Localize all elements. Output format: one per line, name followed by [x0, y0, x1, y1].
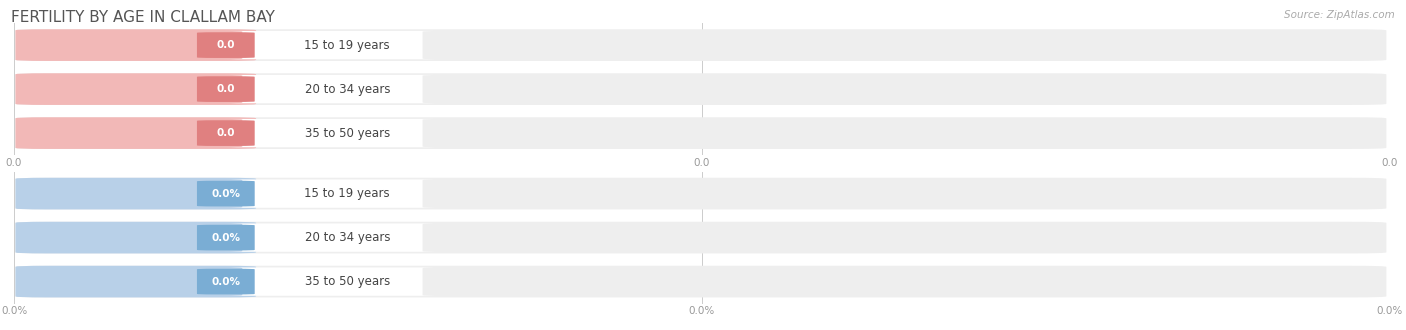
FancyBboxPatch shape [197, 32, 254, 58]
FancyBboxPatch shape [15, 178, 1386, 210]
FancyBboxPatch shape [197, 269, 254, 294]
FancyBboxPatch shape [222, 75, 443, 103]
FancyBboxPatch shape [15, 29, 1386, 61]
FancyBboxPatch shape [15, 266, 1386, 297]
FancyBboxPatch shape [197, 120, 254, 146]
FancyBboxPatch shape [222, 31, 443, 59]
Text: 0.0: 0.0 [217, 40, 235, 50]
Text: 0.0%: 0.0% [211, 277, 240, 286]
FancyBboxPatch shape [15, 222, 1386, 253]
FancyBboxPatch shape [15, 73, 1386, 105]
FancyBboxPatch shape [197, 181, 254, 207]
FancyBboxPatch shape [197, 225, 254, 250]
Text: 0.0%: 0.0% [211, 233, 240, 243]
FancyBboxPatch shape [15, 73, 256, 105]
FancyBboxPatch shape [197, 76, 254, 102]
FancyBboxPatch shape [222, 223, 443, 252]
Text: 35 to 50 years: 35 to 50 years [305, 127, 389, 140]
Text: 0.0: 0.0 [217, 84, 235, 94]
FancyBboxPatch shape [15, 222, 256, 253]
Text: 0.0%: 0.0% [211, 189, 240, 199]
Text: 20 to 34 years: 20 to 34 years [305, 231, 389, 244]
FancyBboxPatch shape [222, 180, 443, 208]
Text: 15 to 19 years: 15 to 19 years [305, 39, 389, 51]
FancyBboxPatch shape [222, 267, 443, 296]
FancyBboxPatch shape [15, 117, 256, 149]
FancyBboxPatch shape [15, 117, 1386, 149]
Text: Source: ZipAtlas.com: Source: ZipAtlas.com [1284, 10, 1395, 20]
Text: 20 to 34 years: 20 to 34 years [305, 82, 389, 96]
Text: FERTILITY BY AGE IN CLALLAM BAY: FERTILITY BY AGE IN CLALLAM BAY [11, 10, 276, 25]
FancyBboxPatch shape [15, 178, 256, 210]
Text: 0.0: 0.0 [217, 128, 235, 138]
FancyBboxPatch shape [222, 119, 443, 147]
FancyBboxPatch shape [15, 266, 256, 297]
Text: 35 to 50 years: 35 to 50 years [305, 275, 389, 288]
FancyBboxPatch shape [15, 29, 256, 61]
Text: 15 to 19 years: 15 to 19 years [305, 187, 389, 200]
